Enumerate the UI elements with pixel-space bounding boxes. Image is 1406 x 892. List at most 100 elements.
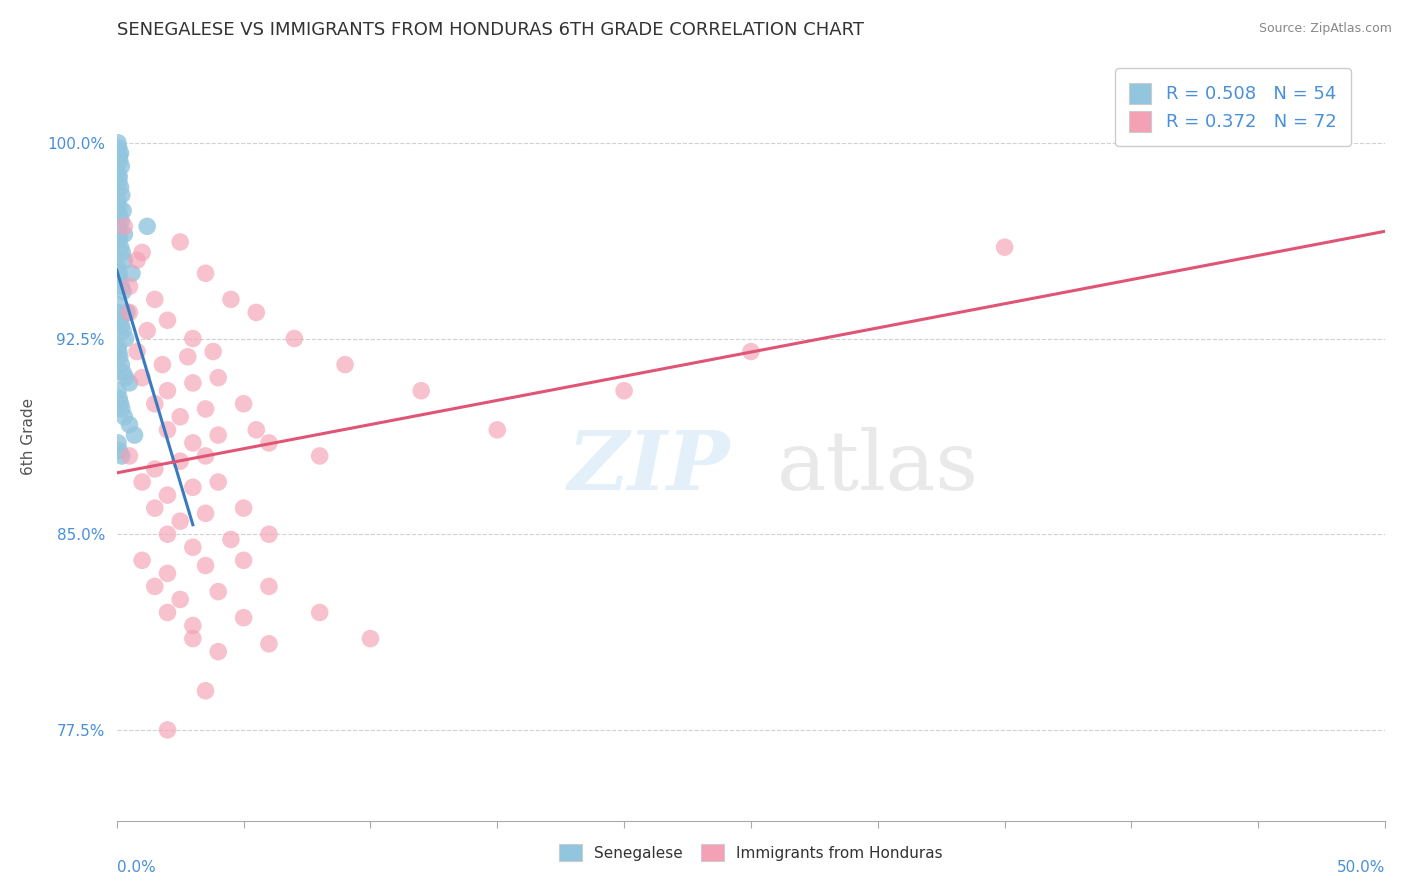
Point [207,370,229,384]
Point [194,266,217,280]
Point [613,384,636,398]
Point [118,305,141,319]
Point [107,305,129,319]
Text: 0.0%: 0.0% [117,861,156,875]
Point [107,167,129,181]
Point [111,449,134,463]
Point [108,154,131,169]
Point [131,370,153,384]
Point [108,350,131,364]
Point [232,553,254,567]
Point [359,632,381,646]
Point [156,384,179,398]
Point [156,606,179,620]
Point [257,637,280,651]
Point [245,423,267,437]
Point [112,227,135,242]
Point [107,384,129,398]
Point [181,618,204,632]
Point [107,175,129,189]
Point [131,245,153,260]
Legend: Senegalese, Immigrants from Honduras: Senegalese, Immigrants from Honduras [553,838,949,868]
Point [177,350,200,364]
Point [156,488,179,502]
Point [112,366,135,380]
Point [111,401,134,416]
Text: Source: ZipAtlas.com: Source: ZipAtlas.com [1258,22,1392,36]
Point [107,193,129,207]
Point [125,253,148,268]
Point [156,423,179,437]
Point [107,297,129,311]
Point [111,245,134,260]
Point [110,279,132,293]
Point [110,180,132,194]
Point [257,527,280,541]
Point [143,293,166,307]
Point [136,219,159,234]
Text: 50.0%: 50.0% [1337,861,1385,875]
Point [110,358,132,372]
Point [108,443,131,458]
Point [118,376,141,390]
Point [108,169,131,184]
Point [1298,130,1320,145]
Point [118,449,141,463]
Point [107,136,129,150]
Point [108,149,131,163]
Point [112,203,135,218]
Text: atlas: atlas [776,427,979,508]
Point [156,723,179,737]
Point [308,606,330,620]
Point [181,436,204,450]
Point [114,332,136,346]
Point [333,358,356,372]
Point [110,318,132,333]
Point [107,141,129,155]
Point [136,324,159,338]
Point [131,553,153,567]
Point [194,683,217,698]
Point [114,370,136,384]
Point [118,279,141,293]
Point [181,332,204,346]
Point [257,436,280,450]
Point [108,271,131,285]
Point [181,480,204,494]
Text: ZIP: ZIP [568,427,731,508]
Point [219,533,242,547]
Point [107,344,129,359]
Point [202,344,225,359]
Text: SENEGALESE VS IMMIGRANTS FROM HONDURAS 6TH GRADE CORRELATION CHART: SENEGALESE VS IMMIGRANTS FROM HONDURAS 6… [117,21,863,39]
Point [152,358,174,372]
Point [108,313,131,327]
Point [245,305,267,319]
Point [143,462,166,476]
Point [125,344,148,359]
Point [118,417,141,432]
Point [232,611,254,625]
Point [110,159,132,173]
Point [121,266,143,280]
Point [194,401,217,416]
Point [110,240,132,254]
Point [994,240,1017,254]
Point [108,232,131,246]
Point [207,584,229,599]
Point [219,293,242,307]
Point [169,592,191,607]
Point [107,227,129,242]
Point [169,454,191,468]
Point [108,392,131,406]
Point [107,219,129,234]
Point [156,313,179,327]
Point [232,397,254,411]
Point [110,397,132,411]
Point [169,514,191,528]
Point [194,558,217,573]
Point [486,423,509,437]
Point [112,324,135,338]
Point [112,253,135,268]
Point [143,579,166,593]
Point [194,506,217,520]
